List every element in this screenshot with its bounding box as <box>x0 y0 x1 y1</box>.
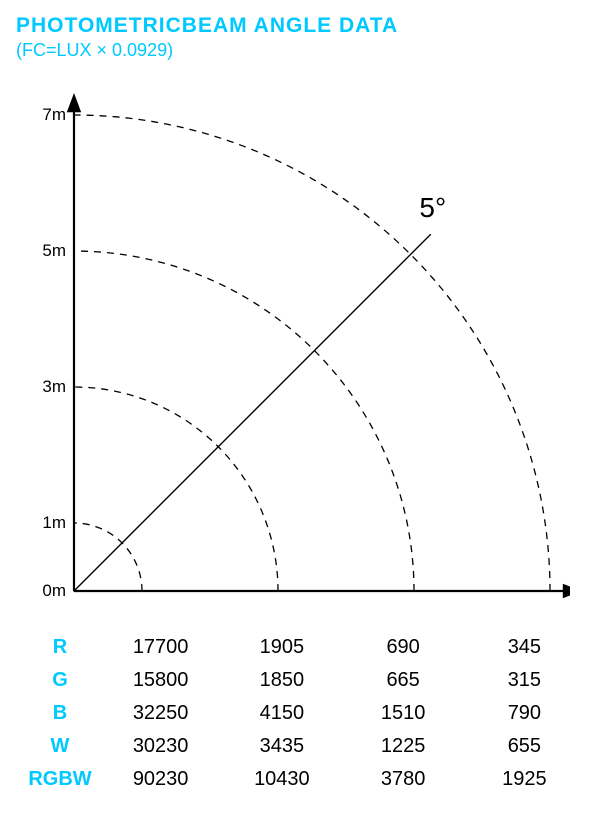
cell-value: 4150 <box>221 702 342 725</box>
cell-value: 655 <box>464 735 585 758</box>
page-subtitle: (FC=LUX × 0.0929) <box>16 40 398 61</box>
cell-value: 1510 <box>343 702 464 725</box>
y-tick-label: 3m <box>30 377 66 397</box>
header: PHOTOMETRICBEAM ANGLE DATA (FC=LUX × 0.0… <box>16 14 398 61</box>
cell-value: 30230 <box>100 735 221 758</box>
cell-value: 3780 <box>343 768 464 791</box>
cell-value: 1925 <box>464 768 585 791</box>
y-tick-label: 0m <box>30 581 66 601</box>
y-tick-label: 7m <box>30 105 66 125</box>
cell-value: 315 <box>464 669 585 692</box>
photometric-chart: 0m1m3m5m7m 5° <box>50 85 570 605</box>
cell-value: 790 <box>464 702 585 725</box>
cell-value: 1850 <box>221 669 342 692</box>
y-tick-label: 1m <box>30 513 66 533</box>
cell-value: 15800 <box>100 669 221 692</box>
cell-value: 90230 <box>100 768 221 791</box>
cell-value: 690 <box>343 636 464 659</box>
lux-table: R177001905690345G158001850665315B3225041… <box>20 632 585 797</box>
row-label: G <box>20 669 100 692</box>
y-tick-label: 5m <box>30 241 66 261</box>
table-row: B3225041501510790 <box>20 698 585 728</box>
page-title: PHOTOMETRICBEAM ANGLE DATA <box>16 14 398 38</box>
beam-cone <box>74 235 430 591</box>
cell-value: 1905 <box>221 636 342 659</box>
table-row: W3023034351225655 <box>20 731 585 761</box>
table-row: R177001905690345 <box>20 632 585 662</box>
cell-value: 665 <box>343 669 464 692</box>
beam-angle-label: 5° <box>419 192 446 224</box>
row-label: W <box>20 735 100 758</box>
row-label: R <box>20 636 100 659</box>
table-row: RGBW902301043037801925 <box>20 764 585 794</box>
row-label: RGBW <box>20 768 100 791</box>
cell-value: 345 <box>464 636 585 659</box>
cell-value: 3435 <box>221 735 342 758</box>
row-label: B <box>20 702 100 725</box>
cell-value: 32250 <box>100 702 221 725</box>
table-row: G158001850665315 <box>20 665 585 695</box>
cell-value: 17700 <box>100 636 221 659</box>
cell-value: 10430 <box>221 768 342 791</box>
chart-svg <box>50 85 570 605</box>
cell-value: 1225 <box>343 735 464 758</box>
